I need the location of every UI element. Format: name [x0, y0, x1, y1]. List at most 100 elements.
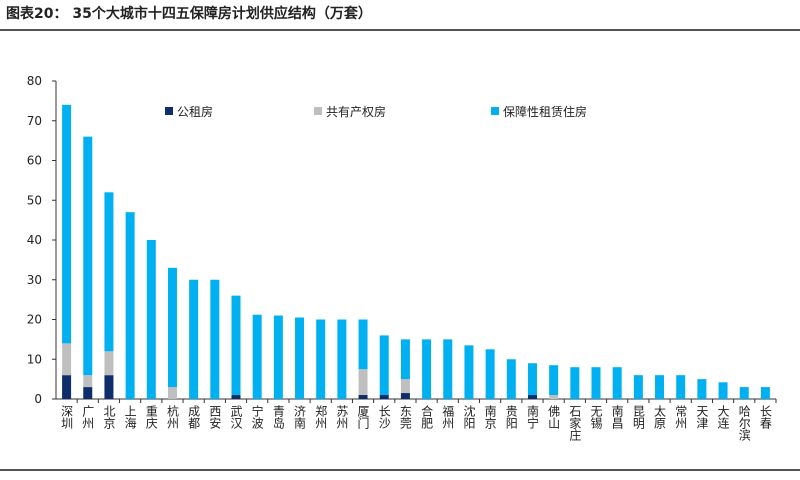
legend-swatch	[491, 107, 499, 115]
x-tick-label: 重庆	[144, 405, 158, 429]
bar-segment	[443, 339, 453, 399]
x-tick-label: 合肥	[420, 404, 434, 429]
bar-segment	[697, 379, 707, 399]
bar-segment	[379, 335, 389, 396]
x-tick-label: 西安	[208, 405, 222, 429]
x-tick-label: 杭州	[165, 404, 179, 429]
bar-segment	[189, 279, 199, 399]
bar-segment	[252, 314, 262, 399]
bar-segment	[400, 393, 410, 399]
bar-segment	[104, 192, 114, 352]
bar-segment	[527, 395, 537, 399]
x-tick-label: 郑州	[314, 404, 328, 429]
bar-segment	[146, 240, 156, 399]
bar-segment	[316, 319, 326, 399]
bar-segment	[83, 387, 93, 399]
bar-segment	[62, 375, 72, 399]
x-tick-label: 宁波	[250, 404, 264, 430]
bar-segment	[485, 349, 495, 399]
bar-segment	[125, 212, 135, 399]
x-tick-label: 天津	[695, 405, 709, 429]
x-tick-label: 广州	[81, 405, 95, 429]
y-tick-label: 30	[27, 273, 42, 287]
bar-segment	[231, 295, 241, 396]
x-tick-label: 昆明	[631, 405, 645, 430]
y-tick-label: 40	[27, 233, 42, 247]
legend-swatch	[314, 107, 322, 115]
legend-label: 保障性租赁住房	[503, 104, 587, 119]
bar-segment	[655, 375, 665, 399]
bar-segment	[676, 375, 686, 399]
bar-segment	[104, 375, 114, 399]
x-tick-label: 哈尔滨	[737, 405, 751, 441]
bar-segment	[104, 351, 114, 376]
x-tick-label: 长春	[758, 405, 772, 430]
y-tick-label: 70	[27, 114, 42, 128]
x-tick-label: 沈阳	[462, 404, 476, 429]
x-tick-label: 常州	[674, 405, 688, 429]
x-tick-label: 太原	[653, 404, 667, 429]
x-tick-label: 北京	[102, 405, 116, 430]
bar-segment	[612, 367, 622, 399]
x-tick-label: 南宁	[525, 404, 539, 429]
bar-segment	[527, 363, 537, 396]
x-tick-label: 佛山	[547, 405, 561, 429]
bar-segment	[62, 104, 72, 344]
bar-segment	[760, 387, 770, 399]
bar-segment	[570, 367, 580, 399]
bar-segment	[549, 365, 559, 396]
x-tick-label: 大连	[716, 405, 730, 430]
x-tick-label: 上海	[123, 405, 137, 429]
legend-label: 公租房	[177, 104, 213, 119]
x-tick-label: 长沙	[377, 405, 391, 429]
y-tick-label: 0	[34, 392, 42, 406]
bar-segment	[379, 395, 389, 399]
bar-segment	[549, 395, 559, 399]
bar-segment	[739, 387, 749, 399]
x-tick-label: 武汉	[229, 405, 243, 429]
x-tick-label: 贵阳	[504, 405, 518, 429]
bar-segment	[167, 267, 177, 388]
chart-title: 图表20： 35个大城市十四五保障房计划供应结构（万套）	[6, 5, 372, 22]
y-tick-label: 60	[27, 154, 42, 168]
bar-segment	[358, 369, 368, 396]
bar-segment	[422, 339, 432, 399]
bar-segment	[231, 395, 241, 399]
bar-segment	[400, 379, 410, 394]
bar-segment	[400, 339, 410, 380]
x-tick-label: 无锡	[589, 405, 603, 430]
y-tick-label: 10	[27, 352, 42, 366]
x-tick-label: 苏州	[335, 405, 349, 429]
x-tick-label: 福州	[441, 404, 455, 429]
x-tick-label: 石家庄	[568, 405, 582, 442]
bar-segment	[464, 345, 474, 399]
x-tick-label: 东莞	[398, 405, 412, 430]
x-tick-label: 成都	[187, 405, 201, 429]
x-tick-label: 厦门	[356, 405, 370, 429]
legend-label: 共有产权房	[326, 104, 386, 119]
x-tick-label: 青岛	[271, 405, 285, 430]
bar-segment	[633, 375, 643, 399]
x-tick-label: 南昌	[610, 404, 624, 429]
bar-segment	[210, 279, 220, 399]
bar-segment	[358, 319, 368, 370]
x-tick-label: 深圳	[60, 405, 74, 429]
y-tick-label: 50	[27, 193, 42, 207]
bar-segment	[273, 315, 283, 399]
x-tick-label: 南京	[483, 404, 497, 430]
bar-segment	[83, 136, 93, 376]
bar-segment	[358, 395, 368, 399]
bar-segment	[591, 367, 601, 399]
bar-segment	[62, 343, 72, 376]
bar-segment	[337, 319, 347, 399]
bar-segment	[83, 375, 93, 388]
bar-segment	[295, 317, 305, 399]
bar-segment	[506, 359, 516, 399]
legend-swatch	[165, 107, 173, 115]
bar-segment	[167, 387, 177, 399]
bar-segment	[718, 382, 728, 399]
y-tick-label: 80	[27, 74, 42, 88]
y-tick-label: 20	[27, 313, 42, 327]
x-tick-label: 济南	[293, 404, 307, 429]
